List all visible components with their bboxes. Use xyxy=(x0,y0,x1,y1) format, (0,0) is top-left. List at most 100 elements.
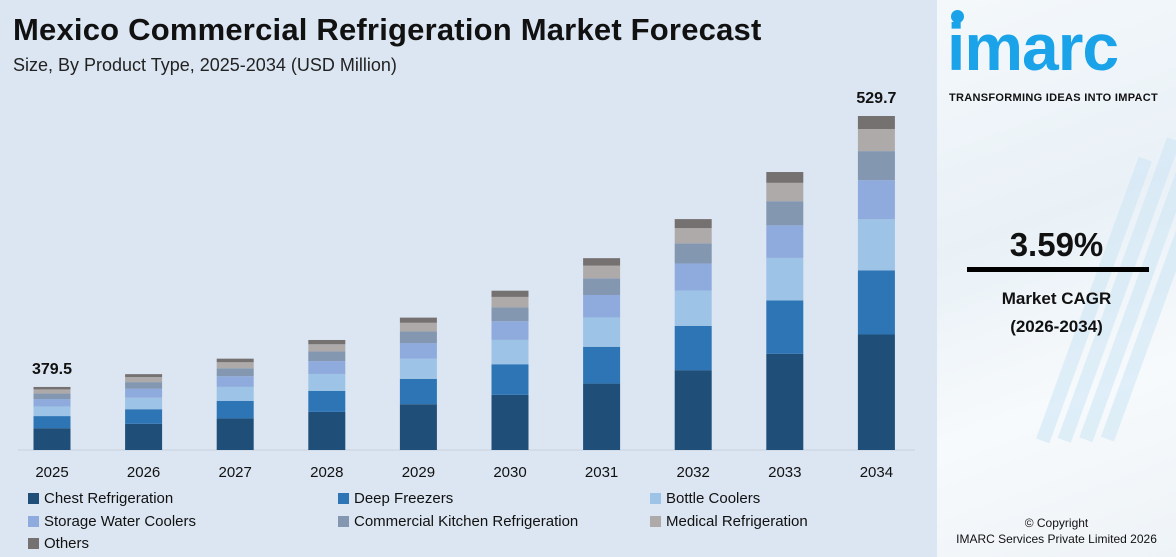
bar-segment-others xyxy=(857,116,895,130)
bar-segment-bottle-coolers xyxy=(491,339,529,365)
copyright: © Copyright IMARC Services Private Limite… xyxy=(956,516,1157,546)
bar-segment-chest-refrigeration xyxy=(125,423,163,450)
legend-swatch xyxy=(650,516,661,527)
bar-segment-commercial-kitchen-refrigeration xyxy=(216,368,254,377)
bar-segment-storage-water-coolers xyxy=(216,376,254,387)
x-tick-label: 2030 xyxy=(493,464,526,481)
data-label: 379.5 xyxy=(32,361,72,378)
bar-segment-medical-refrigeration xyxy=(33,389,71,394)
bar-segment-storage-water-coolers xyxy=(583,294,621,318)
chart-title: Mexico Commercial Refrigeration Market F… xyxy=(13,12,762,47)
legend-label: Commercial Kitchen Refrigeration xyxy=(354,513,579,530)
bar-segment-storage-water-coolers xyxy=(399,343,437,359)
x-tick-label: 2026 xyxy=(127,464,160,481)
bar-segment-commercial-kitchen-refrigeration xyxy=(125,382,163,389)
bar-segment-commercial-kitchen-refrigeration xyxy=(583,278,621,295)
x-tick-label: 2033 xyxy=(768,464,801,481)
bar-segment-others xyxy=(674,219,712,229)
legend-swatch xyxy=(28,493,39,504)
bar-segment-medical-refrigeration xyxy=(216,362,254,369)
bar-segment-chest-refrigeration xyxy=(674,370,712,450)
logo-tagline: TRANSFORMING IDEAS INTO IMPACT xyxy=(949,92,1159,104)
bar-segment-bottle-coolers xyxy=(766,257,804,301)
legend-label: Bottle Coolers xyxy=(666,490,761,507)
bar-segment-bottle-coolers xyxy=(308,373,346,391)
x-tick-label: 2034 xyxy=(860,464,893,481)
x-tick-label: 2031 xyxy=(585,464,618,481)
bar-segment-chest-refrigeration xyxy=(216,418,254,450)
bar-segment-deep-freezers xyxy=(491,364,529,395)
bar-segment-chest-refrigeration xyxy=(491,394,529,450)
bar-segment-deep-freezers xyxy=(216,400,254,419)
bar-segment-others xyxy=(491,290,529,297)
bar-segment-bottle-coolers xyxy=(399,358,437,379)
bar-segment-chest-refrigeration xyxy=(857,334,895,450)
bar-segment-deep-freezers xyxy=(583,346,621,384)
bar-segment-chest-refrigeration xyxy=(399,404,437,450)
bar-segment-commercial-kitchen-refrigeration xyxy=(399,331,437,344)
divider xyxy=(967,267,1149,272)
bar-segment-commercial-kitchen-refrigeration xyxy=(33,393,71,400)
bar-segment-storage-water-coolers xyxy=(125,388,163,398)
cagr-value: 3.59% xyxy=(1009,226,1104,263)
bar-segment-medical-refrigeration xyxy=(674,228,712,244)
legend-item: Chest Refrigeration xyxy=(28,490,173,507)
stacked-bar-chart: 2025 379.5 2026 2027 2028 2029 2030 2031 2032 203… xyxy=(18,90,915,481)
bar-segment-bottle-coolers xyxy=(857,219,895,271)
bar-segment-storage-water-coolers xyxy=(491,321,529,340)
x-tick-label: 2032 xyxy=(677,464,710,481)
bar-segment-medical-refrigeration xyxy=(766,182,804,202)
bar-segment-chest-refrigeration xyxy=(766,353,804,450)
legend-swatch xyxy=(28,516,39,527)
bar-segment-chest-refrigeration xyxy=(583,383,621,450)
x-tick-label: 2028 xyxy=(310,464,343,481)
bar-segment-medical-refrigeration xyxy=(491,296,529,308)
bar-segment-medical-refrigeration xyxy=(583,265,621,279)
legend-label: Others xyxy=(44,535,90,552)
bar-segment-medical-refrigeration xyxy=(399,322,437,332)
bar-segment-chest-refrigeration xyxy=(33,428,71,450)
bar-segment-deep-freezers xyxy=(125,409,163,424)
legend-swatch xyxy=(28,538,39,549)
bar-segment-chest-refrigeration xyxy=(308,411,346,450)
x-tick-label: 2029 xyxy=(402,464,435,481)
bar-segment-deep-freezers xyxy=(399,378,437,405)
bar-segment-storage-water-coolers xyxy=(766,225,804,258)
bar-segment-commercial-kitchen-refrigeration xyxy=(857,151,895,181)
cagr-label: Market CAGR (2026-2034) xyxy=(1001,289,1112,336)
bar-segment-others xyxy=(399,317,437,323)
legend-swatch xyxy=(338,493,349,504)
bar-segment-storage-water-coolers xyxy=(857,180,895,220)
bar-segment-commercial-kitchen-refrigeration xyxy=(766,201,804,226)
bar-segment-bottle-coolers xyxy=(674,290,712,326)
legend-swatch xyxy=(650,493,661,504)
legend-label: Chest Refrigeration xyxy=(44,490,174,507)
bar-segment-medical-refrigeration xyxy=(125,377,163,383)
x-tick-label: 2027 xyxy=(219,464,252,481)
legend-item: Medical Refrigeration xyxy=(650,513,808,530)
bar-segment-bottle-coolers xyxy=(216,386,254,401)
bar-segment-bottle-coolers xyxy=(33,406,71,417)
bar-segment-storage-water-coolers xyxy=(674,263,712,291)
legend-swatch xyxy=(338,516,349,527)
legend-item: Others xyxy=(28,535,89,552)
bar-segment-others xyxy=(308,339,346,345)
bar-segment-deep-freezers xyxy=(766,300,804,354)
x-tick-label: 2025 xyxy=(35,464,68,481)
bar-segment-commercial-kitchen-refrigeration xyxy=(674,243,712,264)
bar-segment-bottle-coolers xyxy=(583,317,621,347)
bar-segment-bottle-coolers xyxy=(125,397,163,410)
legend-label: Storage Water Coolers xyxy=(44,513,197,530)
bar-segment-storage-water-coolers xyxy=(33,399,71,407)
bar-segment-deep-freezers xyxy=(33,416,71,429)
bar-segment-deep-freezers xyxy=(674,325,712,371)
bar-segment-commercial-kitchen-refrigeration xyxy=(308,351,346,362)
legend-label: Deep Freezers xyxy=(354,490,454,507)
bar-segment-others xyxy=(216,358,254,363)
legend-item: Commercial Kitchen Refrigeration xyxy=(338,513,578,530)
data-label: 529.7 xyxy=(856,90,896,107)
legend-item: Deep Freezers xyxy=(338,490,453,507)
imarc-logo: imarc xyxy=(947,10,1119,84)
side-panel: imarc TRANSFORMING IDEAS INTO IMPACT 3.5… xyxy=(937,0,1176,557)
legend-label: Medical Refrigeration xyxy=(666,513,808,530)
